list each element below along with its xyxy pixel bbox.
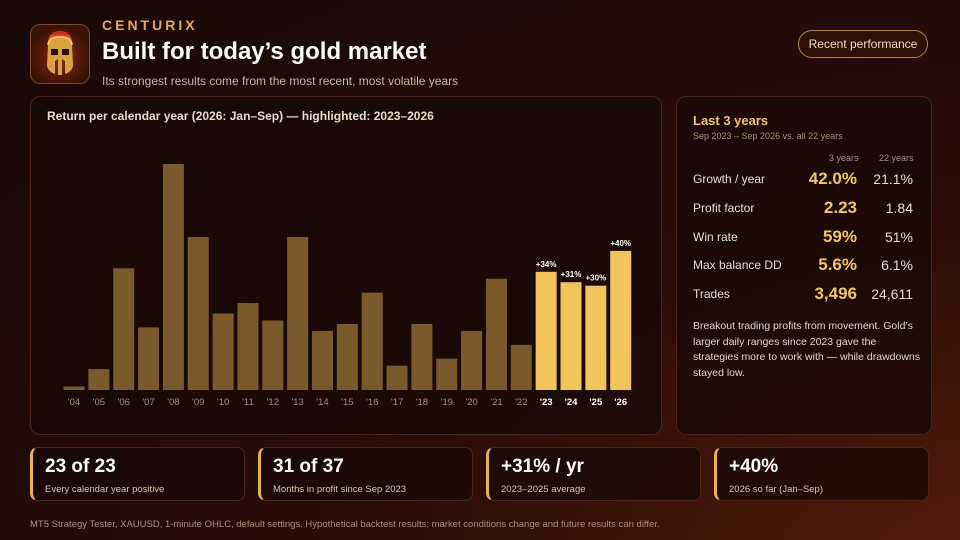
tick-label: '22 [515,397,527,408]
bar-17 [386,365,408,390]
tick-label: '12 [267,397,279,408]
profit-factor-3y-value: 2.23 [823,198,857,217]
stats-title: Last 3 years [693,113,769,128]
bar-06 [113,268,135,390]
row-label-trades: Trades [693,287,730,301]
card-ytd-return: +40% 2026 so far (Jan–Sep) [714,447,929,501]
tick-label: '14 [316,397,328,408]
card-label: Months in profit since Sep 2023 [273,484,407,495]
bar-14 [312,330,333,390]
tick-label: '16 [366,397,378,408]
tick-label: '21 [490,397,502,408]
bar-18 [411,323,433,390]
bar-15 [336,323,358,390]
bar-04 [63,386,85,390]
win-rate-3y-value: 59% [822,227,857,246]
bar-07 [138,327,160,390]
spartan-helmet-icon [47,31,73,75]
brand-name: CENTURIX [102,17,198,33]
profit-factor-22y-value: 1.84 [885,200,913,216]
bar-12 [262,320,284,390]
footer-disclaimer: MT5 Strategy Tester, XAUUSD, 1-minute OH… [30,519,660,530]
stats-note: Breakout trading profits from movement. … [693,320,921,379]
stats-subtitle: Sep 2023 – Sep 2026 vs. all 22 years [693,131,843,141]
chart-title: Return per calendar year (2026: Jan–Sep)… [47,109,434,123]
growth-3y-value: 42.0% [808,169,857,188]
bar-16 [361,292,383,390]
card-label: 2023–2025 average [501,484,586,495]
card-months-profit: 31 of 37 Months in profit since Sep 2023 [258,447,473,501]
tick-label: '20 [465,397,477,408]
tick-label: '09 [192,397,204,408]
tick-label: '19 [441,397,453,408]
chart-panel: Return per calendar year (2026: Jan–Sep)… [30,96,662,435]
card-value: +31% / yr [501,456,584,477]
tick-label: '05 [93,397,105,408]
stats-panel: Last 3 years Sep 2023 – Sep 2026 vs. all… [676,96,932,435]
bar-05 [88,369,110,390]
trades-22y-value: 24,611 [871,286,913,302]
card-label: 2026 so far (Jan–Sep) [729,484,824,495]
bar-20 [461,330,483,390]
tick-label: '26 [614,397,627,408]
bar-chart: '04 '05 '06 '07 '08 '09 '10 '11 '12 '13 '14 '15 '16 '… [63,164,632,408]
bar-24 [560,282,582,390]
win-rate-22y-value: 51% [884,229,913,245]
tick-label: '04 [68,397,80,408]
card-value: 23 of 23 [45,456,116,477]
data-label: +30% [586,274,607,283]
trades-3y-value: 3,496 [814,284,857,303]
max-dd-3y-value: 5.6% [818,255,857,274]
growth-22y-value: 21.1% [873,171,913,187]
card-label: Every calendar year positive [45,484,165,495]
row-label-max-dd: Max balance DD [693,258,782,272]
data-label: +40% [610,239,631,248]
tick-label: '15 [341,397,353,408]
bar-23 [535,271,557,390]
bar-19 [436,358,458,390]
row-label-profit-factor: Profit factor [693,201,755,215]
page-subtitle: Its strongest results come from the most… [102,74,459,88]
bar-08 [162,164,184,390]
bar-21 [485,278,507,390]
data-label: +34% [536,260,557,269]
tick-label: '18 [416,397,428,408]
bar-22 [510,344,532,390]
bar-26 [610,250,632,390]
bar-11 [237,303,259,390]
bar-25 [585,285,607,390]
max-dd-22y-value: 6.1% [881,257,913,273]
data-label: +31% [561,270,582,279]
tick-label: '17 [391,397,403,408]
tick-label: '11 [242,397,254,408]
brand-logo [30,24,90,84]
bar-13 [287,237,309,390]
card-value: 31 of 37 [273,456,344,477]
card-value: +40% [729,456,779,477]
card-years-positive: 23 of 23 Every calendar year positive [30,447,245,501]
tick-label: '25 [589,397,603,408]
tick-label: '08 [167,397,179,408]
tick-label: '13 [291,397,303,408]
row-label-win-rate: Win rate [693,230,738,244]
card-average-return: +31% / yr 2023–2025 average [486,447,701,501]
tick-label: '07 [142,397,154,408]
tick-label: '23 [540,397,553,408]
tick-label: '06 [118,397,130,408]
row-label-growth: Growth / year [693,172,766,186]
bar-09 [187,237,209,390]
bar-10 [212,313,234,390]
column-header-3-years: 3 years [829,153,859,163]
column-header-22-years: 22 years [879,153,914,163]
tick-label: '10 [217,397,229,408]
page-title: Built for today’s gold market [102,38,427,65]
tick-label: '24 [565,397,579,408]
recent-performance-button[interactable]: Recent performance [798,30,928,58]
